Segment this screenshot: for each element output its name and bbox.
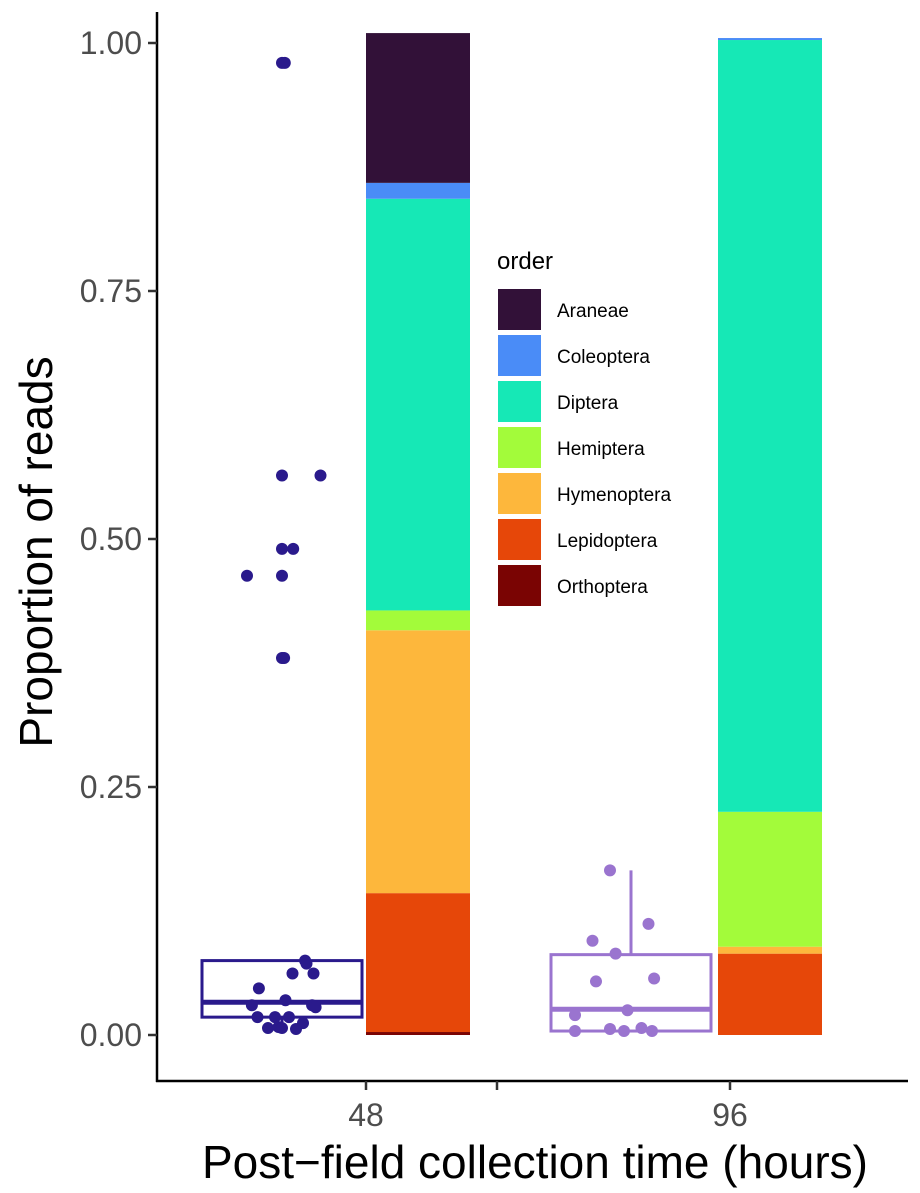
legend-label-lepidoptera: Lepidoptera	[557, 531, 658, 552]
legend-swatch-orthoptera	[498, 565, 541, 606]
bar-48-diptera	[366, 198, 470, 611]
point-48-25	[276, 1022, 288, 1035]
legend-label-diptera: Diptera	[557, 393, 619, 414]
y-axis-title: Proportion of reads	[10, 356, 62, 747]
y-tick-label-0.50: 0.50	[80, 521, 142, 557]
legend-label-hymenoptera: Hymenoptera	[557, 485, 671, 506]
bar-48-coleoptera	[366, 182, 470, 199]
legend-swatch-araneae	[498, 289, 541, 330]
legend-title: order	[497, 248, 553, 275]
bar-48-araneae	[366, 33, 470, 183]
boxplot-48	[200, 959, 364, 1031]
y-tick-label-0.00: 0.00	[80, 1017, 142, 1053]
box-96	[549, 953, 713, 1033]
legend-swatch-lepidoptera	[498, 519, 541, 560]
bar-96-coleoptera	[718, 38, 822, 41]
point-96-37	[618, 1025, 630, 1038]
point-48-11	[300, 957, 313, 970]
point-96-33	[621, 1004, 634, 1017]
bar-96-diptera	[718, 40, 822, 812]
legend-label-orthoptera: Orthoptera	[557, 577, 648, 598]
point-48-16	[245, 999, 258, 1012]
point-48-15	[279, 994, 292, 1007]
point-96-35	[569, 1025, 581, 1038]
point-48-6	[241, 569, 253, 582]
x-tick-label-48: 48	[348, 1097, 384, 1133]
x-tick-label-96: 96	[712, 1097, 748, 1133]
y-tick-label-0.25: 0.25	[80, 769, 142, 805]
y-tick-label-1.00: 1.00	[80, 25, 142, 61]
point-48-14	[252, 982, 265, 995]
point-96-34	[569, 1009, 581, 1022]
point-48-2	[276, 469, 288, 482]
bar-96-lepidoptera	[718, 953, 822, 1035]
point-96-39	[646, 1025, 658, 1038]
bar-48-lepidoptera	[366, 893, 470, 1033]
point-96-36	[604, 1023, 616, 1036]
point-48-5	[287, 542, 300, 555]
legend-swatch-hemiptera	[498, 427, 541, 468]
y-ticks: 0.00 0.25 0.50 0.75 1.00	[80, 25, 157, 1053]
x-ticks: 48 96	[348, 1081, 748, 1133]
bar-48-hymenoptera	[366, 630, 470, 894]
box-48	[200, 959, 364, 1019]
point-48-13	[307, 967, 320, 980]
y-tick-label-0.75: 0.75	[80, 273, 142, 309]
legend-items: Araneae Coleoptera Diptera Hemiptera Hymenop…	[498, 289, 671, 606]
point-96-28	[642, 917, 655, 930]
bar-48-orthoptera	[366, 1032, 470, 1035]
point-48-7	[276, 569, 288, 582]
legend: order Araneae Coleoptera Diptera Hemiptera H…	[497, 248, 671, 606]
point-48-24	[262, 1022, 274, 1035]
point-48-1	[278, 56, 291, 69]
point-48-21	[283, 1011, 295, 1024]
legend-label-araneae: Araneae	[557, 301, 629, 322]
point-48-18	[309, 1001, 322, 1014]
point-96-29	[586, 934, 599, 947]
x-axis-title: Post−field collection time (hours)	[202, 1136, 868, 1188]
point-48-3	[314, 469, 327, 482]
stacked-bars	[366, 33, 822, 1035]
point-96-32	[590, 975, 602, 988]
bar-96-hemiptera	[718, 811, 822, 947]
jitter-points	[241, 56, 661, 1038]
legend-swatch-coleoptera	[498, 335, 541, 376]
point-48-4	[276, 542, 288, 555]
legend-label-coleoptera: Coleoptera	[557, 347, 650, 368]
axes: 0.00 0.25 0.50 0.75 1.00 48 96	[80, 12, 908, 1133]
point-96-31	[648, 972, 661, 985]
legend-swatch-hymenoptera	[498, 473, 541, 514]
point-48-20	[269, 1011, 281, 1024]
point-96-38	[635, 1022, 648, 1035]
legend-swatch-diptera	[498, 381, 541, 422]
point-96-30	[609, 947, 622, 960]
bar-48-hemiptera	[366, 610, 470, 631]
point-48-26	[290, 1023, 302, 1036]
point-48-12	[286, 967, 299, 980]
point-96-27	[604, 864, 616, 877]
point-48-19	[251, 1011, 264, 1024]
bar-96-hymenoptera	[718, 946, 822, 954]
legend-label-hemiptera: Hemiptera	[557, 439, 645, 460]
plot-area	[200, 33, 822, 1038]
point-48-9	[278, 652, 291, 665]
